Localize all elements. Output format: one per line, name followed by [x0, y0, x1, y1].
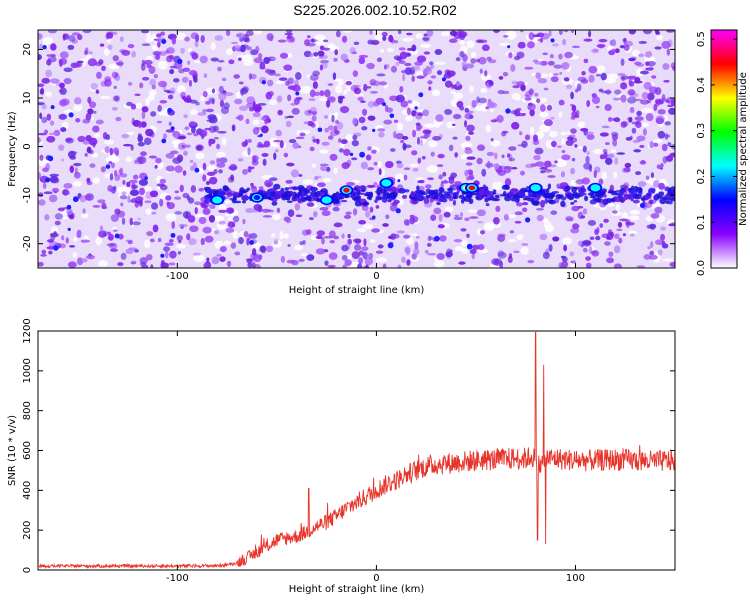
snr-y-axis-label: SNR (10 * v/v): [7, 415, 18, 486]
snr-y-tick-label: 0: [22, 567, 33, 573]
snr-x-tick-label: 100: [566, 573, 585, 584]
heatmap-noise: [38, 30, 675, 268]
heatmap-x-axis-label: Height of straight line (km): [289, 285, 425, 296]
heatmap-y-tick-label: -20: [22, 236, 33, 252]
colorbar-tick-label: 0.0: [696, 260, 707, 276]
colorbar-tick-label: 0.3: [696, 123, 707, 139]
heatmap-x-tick-label: 0: [373, 271, 379, 282]
heatmap-x-tick-label: -100: [166, 271, 189, 282]
heatmap-frame: [37, 29, 676, 269]
colorbar-tick-label: 0.4: [696, 77, 707, 93]
snr-x-tick-label: -100: [166, 573, 189, 584]
snr-y-tick-label: 600: [22, 441, 33, 460]
heatmap-y-tick-label: 10: [22, 92, 33, 105]
heatmap-y-tick-label: -10: [22, 187, 33, 203]
heatmap-y-tick-label: 0: [22, 143, 33, 149]
snr-series-line: [38, 331, 675, 570]
colorbar-tick-label: 0.1: [696, 214, 707, 230]
snr-y-tick-label: 200: [22, 521, 33, 540]
colorbar-tick-label: 0.2: [696, 169, 707, 185]
heatmap-y-axis-label: Frequency (Hz): [7, 111, 18, 187]
heatmap-x-tick-label: 100: [566, 271, 585, 282]
snr-y-tick-label: 1000: [22, 358, 33, 383]
snr-y-tick-label: 800: [22, 401, 33, 420]
colorbar: [710, 29, 738, 269]
colorbar-label: Normalized spectral amplitude: [738, 72, 749, 226]
snr-plot-frame: [37, 330, 676, 571]
snr-y-tick-label: 1200: [22, 318, 33, 343]
snr-x-tick-label: 0: [373, 573, 379, 584]
snr-y-tick-label: 400: [22, 481, 33, 500]
heatmap-y-tick-label: 20: [22, 43, 33, 56]
chart-title: S225.2026.002.10.52.R02: [293, 2, 457, 18]
colorbar-tick-label: 0.5: [696, 31, 707, 47]
snr-x-axis-label: Height of straight line (km): [289, 584, 425, 595]
